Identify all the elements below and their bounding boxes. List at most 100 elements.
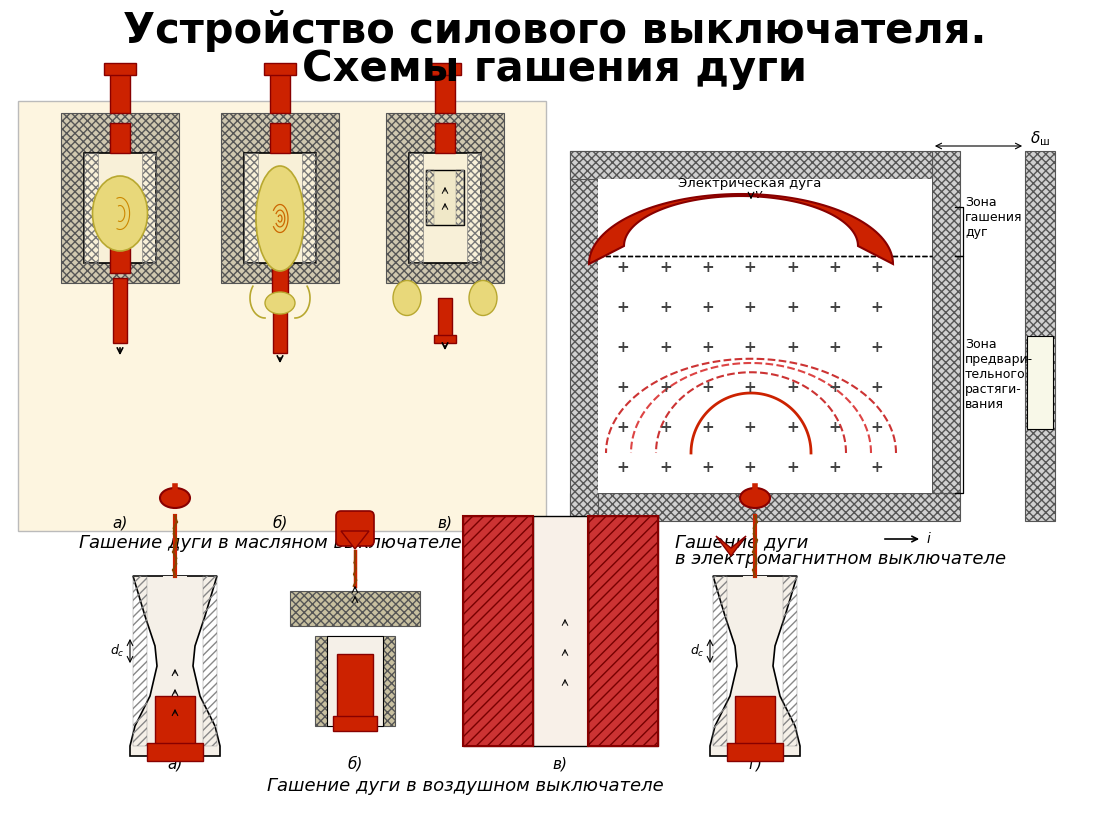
Bar: [435, 123, 455, 153]
Bar: [290, 591, 420, 626]
Text: +: +: [702, 381, 714, 396]
Text: +: +: [617, 381, 629, 396]
Text: +: +: [744, 381, 756, 396]
Text: б): б): [272, 515, 287, 531]
Text: +: +: [828, 460, 841, 475]
Bar: [571, 493, 960, 521]
Bar: [244, 153, 316, 263]
Bar: [272, 258, 287, 293]
Text: +: +: [744, 260, 756, 276]
Bar: [456, 170, 464, 224]
Bar: [333, 716, 377, 731]
Bar: [743, 576, 767, 746]
Bar: [270, 123, 290, 153]
Text: +: +: [617, 301, 629, 316]
Ellipse shape: [160, 488, 190, 508]
Polygon shape: [589, 194, 894, 264]
Ellipse shape: [470, 281, 497, 316]
Text: +: +: [786, 341, 799, 356]
Bar: [428, 63, 461, 75]
Bar: [142, 153, 157, 263]
Bar: [18, 101, 546, 531]
Bar: [133, 576, 147, 746]
Bar: [467, 153, 481, 263]
Text: г): г): [748, 756, 761, 771]
Bar: [783, 576, 797, 746]
Text: +: +: [828, 260, 841, 276]
Ellipse shape: [393, 281, 421, 316]
Bar: [110, 248, 130, 273]
Bar: [386, 113, 504, 283]
Text: +: +: [786, 420, 799, 435]
Text: +: +: [870, 460, 884, 475]
Polygon shape: [130, 576, 220, 756]
Text: +: +: [617, 460, 629, 475]
Ellipse shape: [92, 176, 148, 251]
Bar: [337, 654, 373, 724]
Text: Электрическая дуга: Электрическая дуга: [678, 178, 821, 190]
Bar: [727, 743, 783, 761]
Text: +: +: [786, 301, 799, 316]
Bar: [463, 516, 533, 746]
Bar: [435, 73, 455, 113]
Text: Гашение дуги в воздушном выключателе: Гашение дуги в воздушном выключателе: [266, 777, 664, 795]
Bar: [264, 63, 296, 75]
Bar: [84, 153, 98, 263]
Text: +: +: [828, 301, 841, 316]
Bar: [61, 113, 179, 283]
Text: +: +: [702, 301, 714, 316]
Text: +: +: [702, 420, 714, 435]
Bar: [434, 335, 456, 343]
Bar: [302, 153, 316, 263]
FancyBboxPatch shape: [336, 511, 374, 546]
Text: +: +: [870, 420, 884, 435]
Bar: [155, 696, 195, 751]
Text: +: +: [702, 341, 714, 356]
Text: +: +: [617, 420, 629, 435]
Text: Схемы гашения дуги: Схемы гашения дуги: [303, 48, 807, 90]
Text: +: +: [659, 260, 672, 276]
Text: +: +: [786, 260, 799, 276]
Text: в): в): [437, 515, 453, 530]
Text: +: +: [786, 460, 799, 475]
Bar: [735, 696, 775, 751]
Text: +: +: [744, 420, 756, 435]
Bar: [110, 123, 130, 153]
Polygon shape: [716, 536, 746, 556]
Bar: [244, 153, 258, 263]
Text: +: +: [659, 460, 672, 475]
Text: +: +: [659, 301, 672, 316]
Bar: [587, 516, 657, 746]
Bar: [533, 516, 587, 746]
Bar: [426, 170, 464, 224]
Bar: [84, 153, 157, 263]
Bar: [221, 113, 339, 283]
Polygon shape: [710, 576, 800, 756]
Bar: [147, 743, 203, 761]
Text: +: +: [617, 341, 629, 356]
Text: +: +: [659, 420, 672, 435]
Bar: [203, 576, 216, 746]
Bar: [438, 298, 452, 338]
Text: +: +: [744, 460, 756, 475]
Bar: [571, 151, 932, 179]
Text: $d_c$: $d_c$: [689, 643, 705, 659]
Bar: [598, 179, 932, 493]
Text: а): а): [112, 515, 128, 530]
Text: +: +: [702, 260, 714, 276]
Bar: [315, 636, 395, 726]
Bar: [408, 153, 481, 263]
Text: v: v: [754, 188, 761, 201]
Bar: [463, 516, 533, 746]
Ellipse shape: [256, 166, 304, 271]
Bar: [104, 63, 137, 75]
Text: Зона
гашения
дуг: Зона гашения дуг: [965, 196, 1022, 239]
Text: б): б): [347, 756, 363, 772]
Text: +: +: [828, 341, 841, 356]
Text: +: +: [744, 301, 756, 316]
Text: +: +: [870, 260, 884, 276]
Text: +: +: [702, 460, 714, 475]
Text: Зона
предвари-
тельного
растяги-
вания: Зона предвари- тельного растяги- вания: [965, 338, 1033, 411]
Text: +: +: [786, 381, 799, 396]
Text: +: +: [659, 341, 672, 356]
